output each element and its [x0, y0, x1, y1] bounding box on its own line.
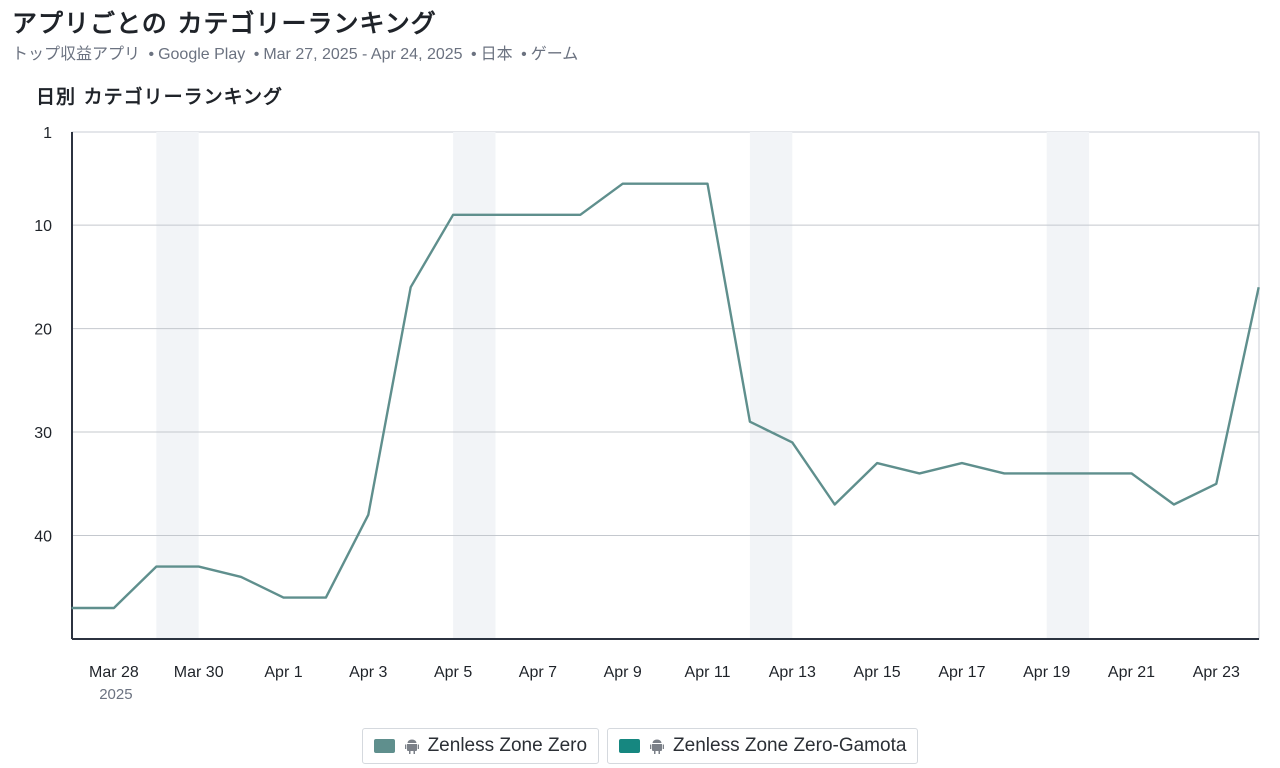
y-tick-label: 1: [43, 125, 52, 142]
page-title: アプリごとの カテゴリーランキング: [12, 9, 437, 38]
x-tick-label: Apr 5: [434, 664, 472, 681]
x-tick-label: Apr 15: [854, 664, 901, 681]
subtitle-date-range: Mar 27, 2025 - Apr 24, 2025: [263, 46, 463, 63]
chart-heading: 日別 カテゴリーランキング: [36, 86, 284, 108]
y-tick-label: 40: [34, 529, 52, 546]
y-tick-label: 20: [34, 322, 52, 339]
x-tick-label: Apr 7: [519, 664, 557, 681]
subtitle-separator: •: [148, 46, 155, 63]
weekend-band: [749, 132, 793, 639]
x-tick-label: Apr 21: [1108, 664, 1155, 681]
x-tick-label: Apr 9: [604, 664, 642, 681]
x-tick-label: Apr 19: [1023, 664, 1070, 681]
x-tick-label: Apr 11: [685, 664, 731, 681]
weekend-band: [156, 132, 199, 639]
x-tick-label: Apr 23: [1193, 664, 1240, 681]
x-tick-label: Apr 1: [264, 664, 302, 681]
android-icon: [650, 738, 665, 754]
subtitle-country: 日本: [480, 46, 513, 63]
page-subtitle: トップ収益アプリ • Google Play • Mar 27, 2025 - Ap…: [12, 40, 578, 64]
series-line-zenless-zone-zero: [71, 182, 1260, 610]
x-tick-label: Apr 17: [938, 664, 985, 681]
weekend-band: [453, 132, 496, 639]
legend-swatch: [373, 739, 395, 753]
subtitle-separator: •: [471, 46, 477, 63]
legend-label: Zenless Zone Zero-Gamota: [673, 735, 907, 756]
chart-legend: Zenless Zone Zero Zenless Zone Zero-Gamo…: [0, 728, 1280, 764]
y-tick-label: 30: [34, 425, 52, 442]
subtitle-separator: •: [253, 46, 260, 63]
subtitle-metric: トップ収益アプリ: [12, 46, 141, 63]
weekend-band: [1046, 132, 1090, 639]
legend-label: Zenless Zone Zero: [427, 735, 588, 756]
legend-item-zenless-zone-zero-gamota[interactable]: Zenless Zone Zero-Gamota: [607, 728, 919, 764]
android-icon: [404, 738, 419, 754]
x-tick-label: Apr 13: [769, 664, 816, 681]
subtitle-separator: •: [521, 46, 527, 63]
y-tick-label: 10: [34, 218, 52, 235]
legend-item-zenless-zone-zero[interactable]: Zenless Zone Zero: [361, 728, 600, 764]
legend-swatch: [619, 739, 641, 753]
x-tick-year-label: 2025: [99, 686, 132, 703]
subtitle-store: Google Play: [158, 46, 246, 63]
x-tick-label: Apr 3: [349, 664, 387, 681]
subtitle-category: ゲーム: [530, 46, 579, 63]
ranking-line-chart: 1 10 20 30 40 Mar 28 2025 Mar 30 Apr 1 Apr 3 Apr 5…: [34, 125, 1260, 703]
x-tick-label: Mar 28: [89, 664, 139, 681]
x-tick-label: Mar 30: [174, 664, 224, 681]
